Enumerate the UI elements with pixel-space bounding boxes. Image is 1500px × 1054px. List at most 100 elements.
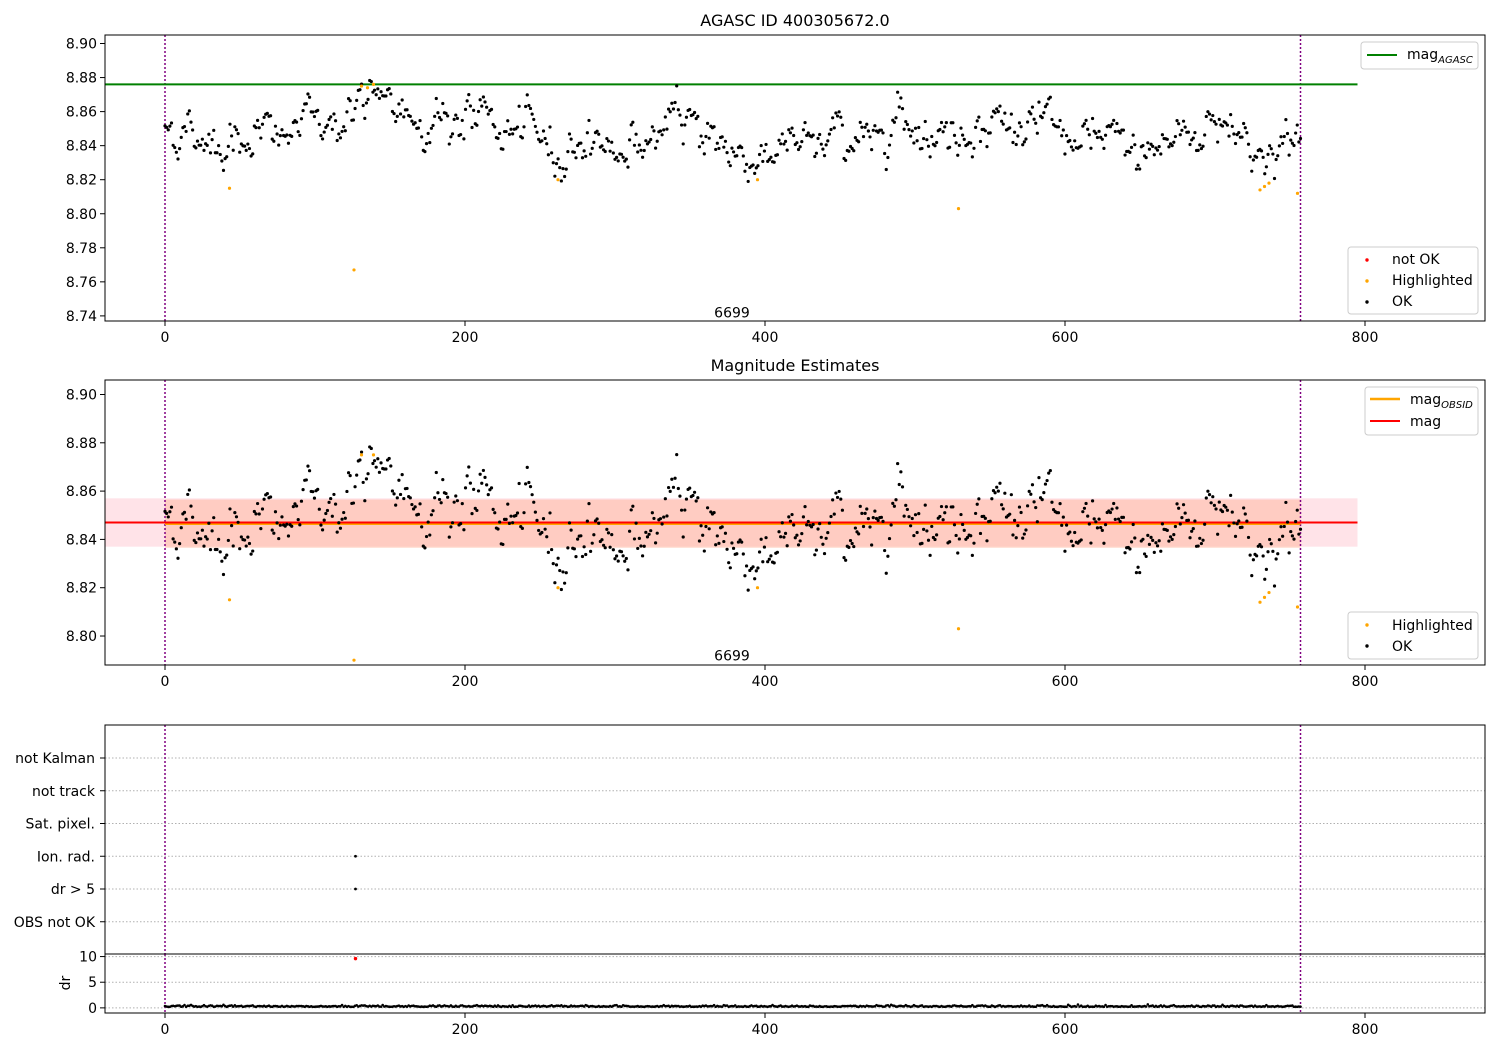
ok-point [704,134,708,139]
ok-point [751,163,755,167]
ok-point [675,453,679,457]
panel-mag-ytick-label: 8.86 [66,484,97,500]
ok-point [204,535,208,539]
ok-point [277,143,281,147]
ok-point [762,545,767,549]
ok-point [420,135,424,139]
ok-point [707,527,711,531]
ok-point [444,491,448,496]
ok-point [166,515,170,519]
ok-point [1025,504,1030,508]
ok-point [1201,144,1205,148]
ok-point [809,525,814,529]
ok-point [524,104,528,109]
ok-point [662,515,666,519]
ok-point [811,522,815,527]
ok-point [1058,502,1062,506]
ok-point [827,132,832,136]
ok-point [374,93,378,97]
ok-point [554,563,559,567]
ok-point [483,475,487,480]
ok-point [296,517,300,522]
ok-point [1128,547,1132,551]
ok-point [182,124,187,129]
ok-point [171,143,175,147]
ok-point [1081,510,1085,514]
ok-point [803,505,807,509]
ok-point [563,581,567,585]
ok-point [174,547,178,551]
ok-point [616,159,620,163]
ok-point [858,504,862,508]
ok-point [1103,523,1108,527]
ok-point [1155,544,1160,548]
ok-point [242,144,247,148]
ok-point [1014,142,1018,147]
ok-point [1211,495,1215,499]
ok-point [915,139,919,143]
ok-point [554,162,559,166]
ok-point [894,116,898,120]
ok-point [1294,519,1298,524]
panel-mag-annotation: 6699 [714,648,750,664]
ok-point [1134,571,1139,575]
ok-point [935,140,939,145]
ok-point [182,510,187,514]
panel-mag-frame [104,379,1486,666]
ok-point [792,133,796,138]
ok-point [912,533,916,538]
ok-point [1191,136,1195,140]
ok-point [346,471,351,475]
ok-point [731,546,736,550]
ok-point [1281,141,1285,146]
ok-point [1112,118,1116,122]
ok-point [225,553,229,557]
ok-point [1112,501,1116,506]
ok-point [1235,522,1239,526]
ok-point [434,470,438,475]
ok-point [590,541,594,545]
ok-point [322,518,326,522]
ok-point [1034,121,1038,125]
ok-point [524,482,528,486]
ok-point [725,151,729,155]
ok-point [821,542,825,546]
ok-point [1087,133,1091,137]
ok-point [1277,144,1281,148]
ok-point [1216,140,1220,144]
ok-point [454,494,458,498]
ok-point [528,106,533,111]
highlighted-point [227,598,232,602]
ok-point [230,134,234,138]
ok-point [649,137,653,142]
ok-point [1001,122,1005,126]
ok-point [1024,137,1028,141]
ok-point [915,530,919,535]
ok-point [840,508,845,512]
ok-point [540,530,544,535]
ok-point [844,558,848,562]
ok-point [275,132,279,136]
ok-point [671,107,676,111]
highlighted-point [1262,184,1267,189]
ok-point [1095,135,1100,140]
ok-point [926,538,931,542]
ok-point [847,545,851,549]
ok-point [366,472,370,476]
highlighted-point [359,84,364,88]
ok-point [826,531,830,535]
ok-point [1277,538,1281,542]
ok-point [1206,489,1210,493]
ok-point [1287,551,1291,555]
ok-point [801,128,806,132]
ok-point [632,143,637,147]
ok-point [741,552,745,556]
ok-point [187,488,191,492]
ok-point [844,158,848,162]
ok-point [1113,517,1117,521]
ok-point [171,537,175,541]
ok-point [730,541,734,545]
ok-point [819,142,823,146]
ok-point [1237,131,1241,135]
ok-point [1255,155,1259,159]
